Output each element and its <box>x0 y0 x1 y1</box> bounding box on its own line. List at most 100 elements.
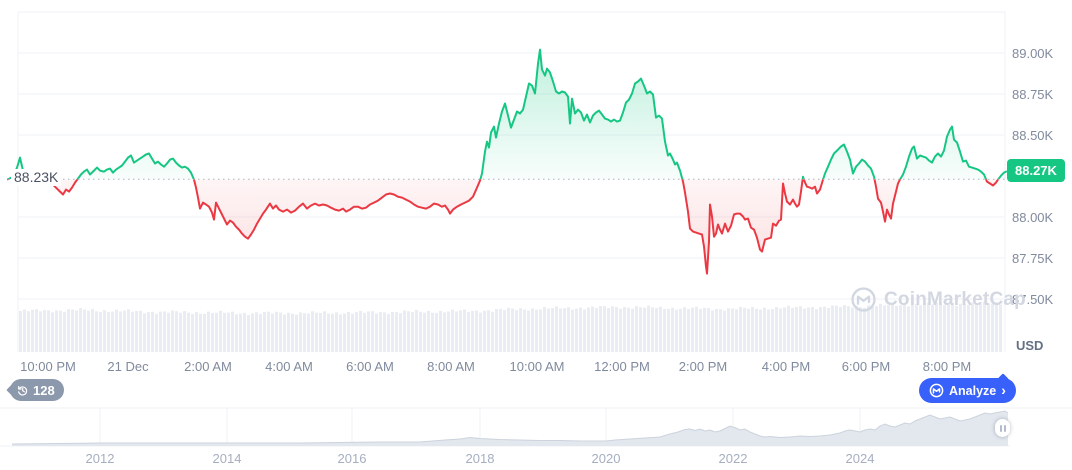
volume-bar <box>103 310 106 352</box>
volume-bar <box>567 307 570 352</box>
volume-bar <box>35 309 38 352</box>
volume-bar <box>67 309 70 352</box>
volume-bar <box>375 313 378 352</box>
navigator-line <box>11 410 1009 445</box>
volume-bar <box>459 310 462 352</box>
volume-bar <box>623 306 626 352</box>
volume-bar <box>443 312 446 352</box>
volume-bar <box>731 308 734 352</box>
volume-bar <box>239 313 242 352</box>
price-line-up <box>7 48 1007 180</box>
price-chart-canvas[interactable] <box>0 0 1072 405</box>
volume-bar <box>463 309 466 352</box>
volume-bar <box>263 311 266 352</box>
volume-bar <box>703 307 706 352</box>
volume-bar <box>151 311 154 352</box>
volume-bar <box>423 312 426 352</box>
volume-bar <box>411 312 414 352</box>
volume-bar <box>439 310 442 352</box>
volume-bar <box>487 310 490 352</box>
volume-bar <box>847 306 850 352</box>
volume-bar <box>335 312 338 352</box>
volume-bar <box>27 311 30 352</box>
volume-bar <box>743 307 746 352</box>
volume-bar <box>219 310 222 352</box>
volume-bar <box>907 306 910 352</box>
volume-bar <box>363 312 366 352</box>
volume-bar <box>571 309 574 352</box>
volume-bar <box>127 309 130 352</box>
volume-bar <box>987 303 990 352</box>
volume-bar <box>283 314 286 352</box>
volume-bar <box>595 308 598 352</box>
volume-bar <box>483 310 486 352</box>
volume-bar <box>267 311 270 352</box>
volume-bar <box>471 310 474 352</box>
volume-bar <box>139 310 142 352</box>
volume-bar <box>959 303 962 352</box>
volume-bar <box>727 308 730 352</box>
volume-bar <box>875 306 878 352</box>
volume-bar <box>39 311 42 352</box>
y-tick-label: 87.50K <box>1012 292 1054 307</box>
x-tick-label: 6:00 PM <box>841 359 891 374</box>
volume-bar <box>811 307 814 352</box>
volume-bar <box>991 303 994 352</box>
volume-bar <box>303 313 306 352</box>
volume-bar <box>51 312 54 352</box>
x-tick-label: 21 Dec <box>107 359 149 374</box>
volume-bar <box>843 305 846 352</box>
volume-bar <box>395 312 398 352</box>
volume-bar <box>235 314 238 352</box>
analyze-button[interactable]: Analyze › <box>919 373 1016 403</box>
volume-bar <box>803 308 806 352</box>
volume-bar <box>435 312 438 352</box>
navigator-year-label: 2024 <box>845 451 875 466</box>
volume-bar <box>579 307 582 352</box>
volume-bar <box>955 305 958 352</box>
volume-bar <box>719 309 722 352</box>
volume-bar <box>403 310 406 352</box>
volume-bar <box>115 309 118 352</box>
volume-bar <box>767 309 770 352</box>
volume-bar <box>319 313 322 352</box>
volume-bar <box>83 309 86 352</box>
volume-bar <box>175 311 178 352</box>
volume-bar <box>43 310 46 352</box>
volume-bar <box>371 311 374 352</box>
volume-bar <box>331 313 334 352</box>
volume-bar <box>467 311 470 352</box>
annotations-count-badge[interactable]: 128 <box>6 379 64 401</box>
volume-bar <box>339 314 342 352</box>
volume-bar <box>687 309 690 352</box>
volume-bar <box>935 302 938 352</box>
navigator-handle[interactable] <box>995 419 1010 437</box>
x-tick-label: 2:00 PM <box>678 359 728 374</box>
volume-bar <box>503 310 506 352</box>
volume-bar <box>187 312 190 352</box>
volume-bar <box>851 307 854 352</box>
volume-bar <box>495 309 498 352</box>
volume-bar <box>575 308 578 352</box>
volume-bar <box>479 312 482 352</box>
volume-bar <box>99 311 102 352</box>
volume-bar <box>659 306 662 352</box>
volume-bar <box>555 306 558 352</box>
volume-bar <box>771 309 774 352</box>
volume-bar <box>751 306 754 352</box>
volume-bar <box>211 313 214 352</box>
volume-bar <box>975 303 978 352</box>
volume-bar <box>563 308 566 352</box>
volume-bar <box>451 309 454 352</box>
timeline-navigator[interactable] <box>0 405 1072 450</box>
volume-bar <box>299 312 302 352</box>
volume-bar <box>87 310 90 352</box>
analyze-label: Analyze <box>949 383 997 398</box>
volume-bar <box>255 312 258 352</box>
currency-label: USD <box>1016 338 1044 353</box>
x-tick-label: 12:00 PM <box>594 359 650 374</box>
volume-bar <box>519 308 522 352</box>
navigator-year-label: 2016 <box>337 451 367 466</box>
volume-bar <box>591 306 594 352</box>
volume-bar <box>831 305 834 352</box>
